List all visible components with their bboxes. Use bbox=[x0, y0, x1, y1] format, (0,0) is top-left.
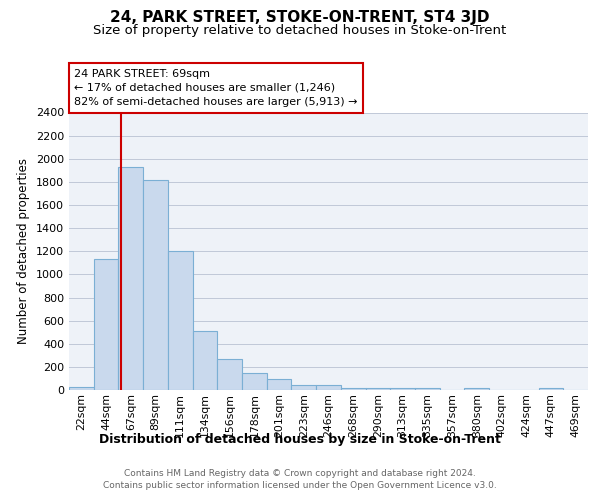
Text: Contains HM Land Registry data © Crown copyright and database right 2024.: Contains HM Land Registry data © Crown c… bbox=[124, 469, 476, 478]
Text: Distribution of detached houses by size in Stoke-on-Trent: Distribution of detached houses by size … bbox=[99, 432, 501, 446]
Bar bbox=[464, 388, 489, 390]
Bar bbox=[415, 388, 440, 390]
Bar bbox=[267, 379, 292, 390]
Bar bbox=[292, 385, 316, 390]
Y-axis label: Number of detached properties: Number of detached properties bbox=[17, 158, 31, 344]
Bar bbox=[539, 388, 563, 390]
Bar bbox=[168, 251, 193, 390]
Bar bbox=[94, 260, 118, 390]
Text: 24 PARK STREET: 69sqm
← 17% of detached houses are smaller (1,246)
82% of semi-d: 24 PARK STREET: 69sqm ← 17% of detached … bbox=[74, 69, 358, 107]
Bar bbox=[193, 331, 217, 390]
Bar bbox=[217, 360, 242, 390]
Bar bbox=[341, 388, 365, 390]
Bar bbox=[316, 385, 341, 390]
Bar bbox=[143, 180, 168, 390]
Text: Size of property relative to detached houses in Stoke-on-Trent: Size of property relative to detached ho… bbox=[94, 24, 506, 37]
Bar bbox=[242, 372, 267, 390]
Bar bbox=[69, 386, 94, 390]
Text: Contains public sector information licensed under the Open Government Licence v3: Contains public sector information licen… bbox=[103, 481, 497, 490]
Bar bbox=[118, 167, 143, 390]
Bar bbox=[390, 388, 415, 390]
Bar bbox=[365, 388, 390, 390]
Text: 24, PARK STREET, STOKE-ON-TRENT, ST4 3JD: 24, PARK STREET, STOKE-ON-TRENT, ST4 3JD bbox=[110, 10, 490, 25]
